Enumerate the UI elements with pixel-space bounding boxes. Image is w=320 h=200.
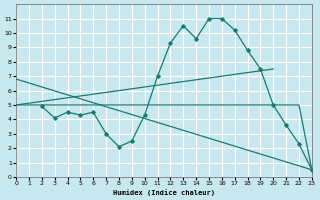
X-axis label: Humidex (Indice chaleur): Humidex (Indice chaleur): [113, 189, 215, 196]
